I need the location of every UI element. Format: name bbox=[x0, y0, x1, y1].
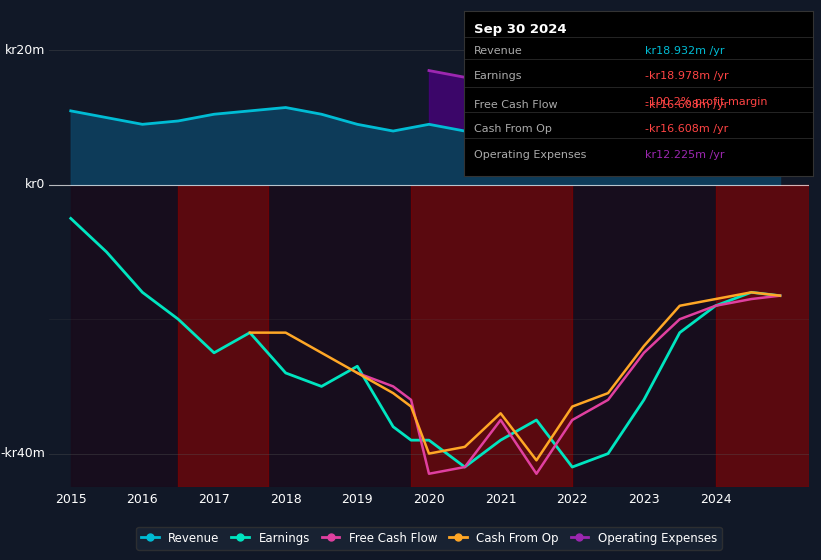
Bar bbox=[268, 185, 411, 487]
Text: -kr16.608m /yr: -kr16.608m /yr bbox=[645, 124, 728, 134]
Text: Earnings: Earnings bbox=[475, 72, 523, 82]
Bar bbox=[411, 185, 572, 487]
Text: -kr16.608m /yr: -kr16.608m /yr bbox=[645, 100, 728, 110]
Bar bbox=[572, 185, 716, 487]
Text: Operating Expenses: Operating Expenses bbox=[475, 150, 587, 160]
Text: Revenue: Revenue bbox=[475, 46, 523, 56]
Bar bbox=[178, 185, 268, 487]
Text: Cash From Op: Cash From Op bbox=[475, 124, 553, 134]
Legend: Revenue, Earnings, Free Cash Flow, Cash From Op, Operating Expenses: Revenue, Earnings, Free Cash Flow, Cash … bbox=[136, 527, 722, 549]
Text: kr18.932m /yr: kr18.932m /yr bbox=[645, 46, 725, 56]
Text: kr12.225m /yr: kr12.225m /yr bbox=[645, 150, 725, 160]
Text: Sep 30 2024: Sep 30 2024 bbox=[475, 23, 567, 36]
Text: -kr40m: -kr40m bbox=[1, 447, 45, 460]
Text: kr0: kr0 bbox=[25, 178, 45, 192]
Text: -kr18.978m /yr: -kr18.978m /yr bbox=[645, 72, 729, 82]
Text: -100.2% profit margin: -100.2% profit margin bbox=[645, 97, 768, 107]
Text: Free Cash Flow: Free Cash Flow bbox=[475, 100, 558, 110]
Text: kr20m: kr20m bbox=[5, 44, 45, 57]
Bar bbox=[71, 185, 178, 487]
Bar bbox=[716, 185, 809, 487]
